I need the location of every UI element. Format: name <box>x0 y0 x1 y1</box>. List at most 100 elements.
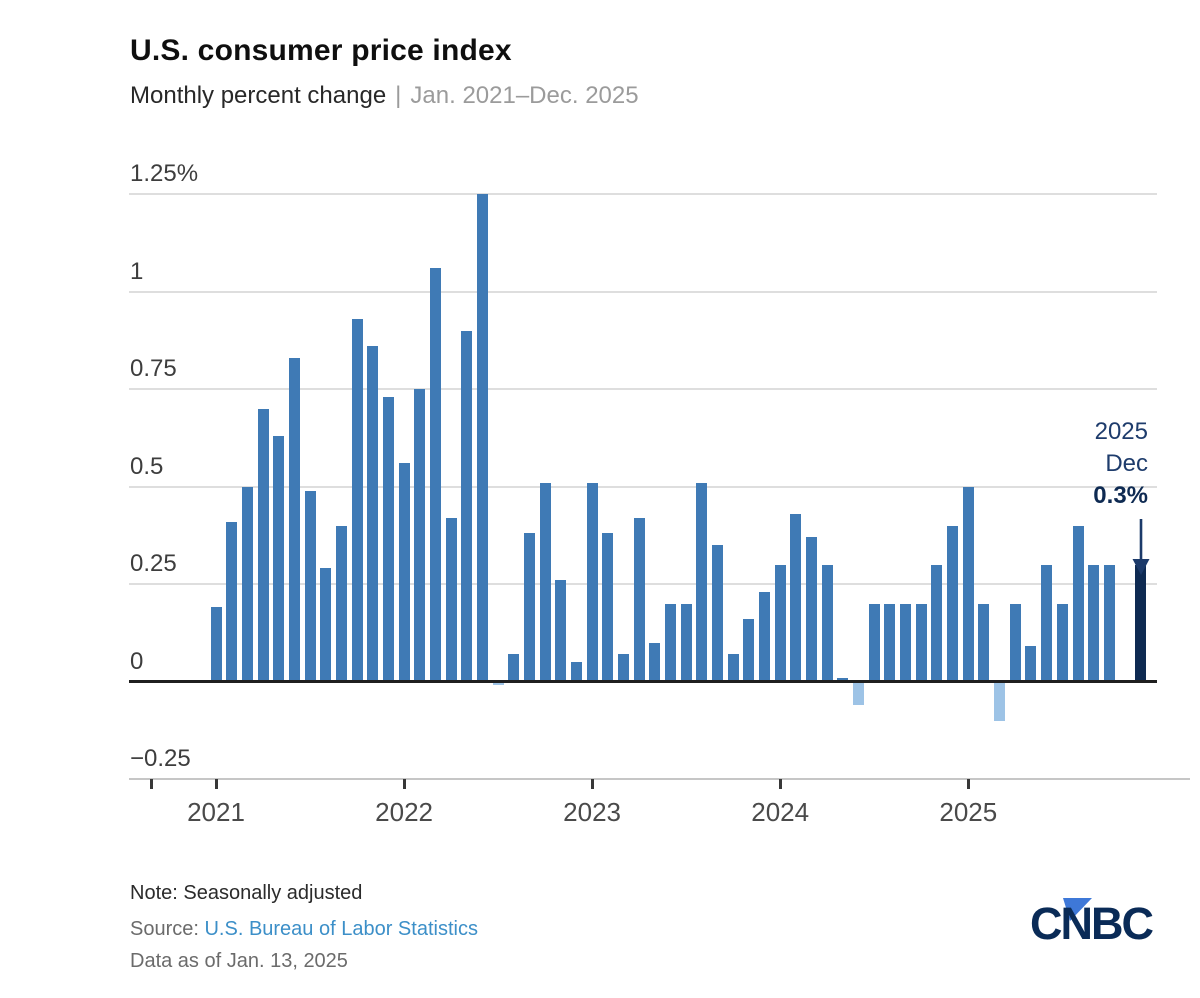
bar <box>257 408 269 682</box>
x-axis-year-label: 2023 <box>563 797 622 827</box>
down-arrow-icon <box>1132 519 1150 575</box>
y-axis-label: −0.25 <box>130 744 191 772</box>
bar-highlighted <box>1135 564 1147 682</box>
bar <box>806 537 817 682</box>
cnbc-logo-text: CNBC <box>1030 898 1154 949</box>
source-line: Source: U.S. Bureau of Labor Statistics <box>130 918 478 941</box>
bar <box>414 389 426 682</box>
bar <box>429 268 441 682</box>
bar <box>445 517 457 682</box>
bar <box>320 568 332 682</box>
bar <box>1025 646 1037 682</box>
bar <box>978 603 990 682</box>
bar <box>398 463 410 682</box>
y-axis-label: 0.25 <box>130 550 177 578</box>
year-tick-2024 <box>778 779 782 789</box>
bar-negative <box>994 681 1006 721</box>
axis-edge-tick <box>150 779 153 789</box>
cnbc-peacock-triangle-icon <box>1063 898 1092 921</box>
x-axis-year-label: 2021 <box>187 797 245 827</box>
year-tick-2022 <box>402 779 406 789</box>
bar <box>304 490 316 682</box>
subtitle-separator: | <box>395 82 402 109</box>
bar <box>821 564 833 682</box>
annotation-month: Dec <box>1105 450 1148 477</box>
bar <box>602 533 614 682</box>
bar <box>680 603 692 682</box>
bar <box>618 654 629 682</box>
source-label: Source: <box>130 918 205 940</box>
bar <box>774 564 786 682</box>
bar <box>555 580 567 682</box>
bar <box>962 486 974 682</box>
gridline-1.25% <box>129 193 1157 196</box>
data-as-of: Data as of Jan. 13, 2025 <box>130 950 348 972</box>
subtitle-measure: Monthly percent change <box>130 82 387 109</box>
cnbc-logo: CNBC <box>1030 898 1170 954</box>
bar <box>915 603 927 682</box>
bar <box>1103 564 1115 682</box>
bar-negative <box>853 681 865 705</box>
bar <box>790 513 802 682</box>
y-axis-label: 0.5 <box>130 452 164 480</box>
bar <box>947 525 959 682</box>
gridline-0.75 <box>129 388 1157 391</box>
y-axis-label: 0.75 <box>130 355 177 383</box>
y-axis-label: 1.25% <box>130 160 199 188</box>
year-tick-2025 <box>966 779 970 789</box>
bar <box>539 482 551 682</box>
chart-subtitle: Monthly percent change | Jan. 2021–Dec. 20… <box>130 82 639 110</box>
bar <box>837 677 849 682</box>
bar-negative <box>492 681 504 686</box>
bar <box>273 435 285 682</box>
bar <box>884 603 896 682</box>
bar <box>633 517 645 682</box>
bar <box>210 607 222 682</box>
x-axis-year-label: 2024 <box>751 797 810 827</box>
bar <box>696 482 708 682</box>
bar <box>461 330 473 682</box>
bar <box>743 619 755 682</box>
bar <box>508 654 520 682</box>
x-axis-year-label: 2022 <box>375 797 434 827</box>
bar <box>288 357 300 682</box>
year-tick-2021 <box>214 779 218 789</box>
annotation-value: 0.3% <box>1093 482 1148 509</box>
bar <box>226 521 238 682</box>
subtitle-date-range: Jan. 2021–Dec. 2025 <box>410 82 639 109</box>
bar <box>759 591 770 682</box>
bar <box>335 525 347 682</box>
y-axis-label: 1 <box>130 257 144 285</box>
bar <box>931 564 943 682</box>
gridline-0.5 <box>129 485 1157 488</box>
bar <box>727 654 739 682</box>
bar <box>241 486 253 682</box>
bar <box>712 545 723 682</box>
bar <box>868 603 880 682</box>
bar <box>382 396 394 682</box>
bar <box>1041 564 1053 682</box>
bar <box>351 318 363 682</box>
bar <box>367 346 379 682</box>
source-link[interactable]: U.S. Bureau of Labor Statistics <box>204 918 478 940</box>
highlight-annotation: 2025 Dec 0.3% <box>1093 416 1148 512</box>
bar <box>1056 603 1068 682</box>
page-title: U.S. consumer price index <box>130 34 512 67</box>
bar <box>1072 525 1084 682</box>
bar <box>1009 603 1021 682</box>
annotation-year: 2025 <box>1094 418 1148 445</box>
bar <box>900 603 912 682</box>
bar <box>586 482 598 682</box>
year-tick-2023 <box>590 779 594 789</box>
y-axis-label: 0 <box>130 647 144 675</box>
bar <box>571 662 582 682</box>
bar <box>665 603 676 682</box>
gridline-1 <box>129 290 1157 293</box>
footnote: Note: Seasonally adjusted <box>130 882 363 904</box>
x-axis-year-label: 2025 <box>939 797 998 827</box>
bar <box>476 194 488 682</box>
gridline-−0.25 <box>129 777 1190 780</box>
bar <box>523 533 535 682</box>
